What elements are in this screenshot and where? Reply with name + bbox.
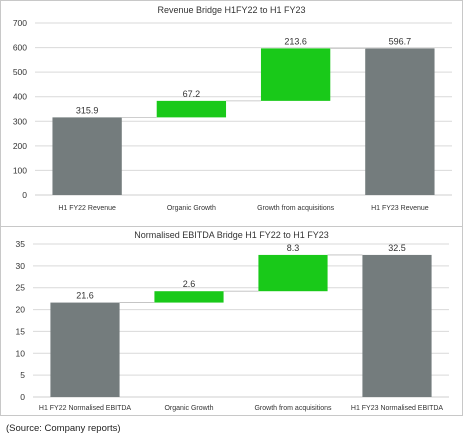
data-label: 596.7 [389,36,412,46]
x-tick-label: Organic Growth [167,205,216,212]
bar-step [154,291,224,303]
y-tick-label: 20 [16,305,26,315]
ebitda-chart-title: Normalised EBITDA Bridge H1 FY22 to H1 F… [134,230,329,240]
y-tick-label: 400 [13,92,27,102]
data-label: 67.2 [183,89,201,99]
x-tick-label: H1 FY22 Revenue [58,205,116,212]
y-tick-label: 300 [13,116,27,126]
bar-total [50,302,120,397]
y-tick-label: 25 [16,283,26,293]
data-label: 21.6 [76,291,94,301]
bar-total [362,254,432,397]
ebitda-bridge-chart: 0 5 10 15 20 25 30 35 21.6 H1 FY22 Normalised EBI… [16,239,449,412]
ebitda-bridge-panel: Normalised EBITDA Bridge H1 FY22 to H1 F… [0,226,463,416]
y-tick-label: 15 [16,326,26,336]
y-tick-label: 30 [16,261,26,271]
revenue-bridge-chart: 0 100 200 300 400 500 600 700 315.9 H1 FY22 Reven… [13,18,452,212]
bar-step [260,48,331,101]
data-label: 213.6 [284,36,307,46]
data-label: 8.3 [287,243,300,253]
y-tick-label: 0 [20,392,25,402]
bar-step [156,100,227,118]
y-tick-label: 600 [13,43,27,53]
y-tick-label: 500 [13,67,27,77]
data-label: 32.5 [388,243,406,253]
y-tick-label: 10 [16,348,26,358]
x-tick-label: H1 FY22 Normalised EBITDA [39,405,132,412]
bar-step [258,254,328,292]
y-tick-label: 700 [13,18,27,28]
x-tick-label: Organic Growth [164,405,213,412]
y-tick-label: 5 [20,370,25,380]
revenue-bridge-panel: Revenue Bridge H1FY22 to H1 FY23 0 100 200… [0,0,463,228]
data-label: 2.6 [183,279,196,289]
revenue-chart-title: Revenue Bridge H1FY22 to H1 FY23 [157,5,306,15]
x-tick-label: Growth from acquisitions [257,205,335,212]
bar-total [365,48,435,195]
data-label: 315.9 [76,105,99,115]
x-tick-label: Growth from acquisitions [254,405,332,412]
x-tick-label: H1 FY23 Normalised EBITDA [351,405,444,412]
y-tick-label: 0 [22,190,27,200]
y-tick-label: 200 [13,141,27,151]
y-tick-label: 100 [13,165,27,175]
bar-total [52,117,122,195]
x-tick-label: H1 FY23 Revenue [371,205,429,212]
y-tick-label: 35 [16,239,26,249]
source-note: (Source: Company reports) [6,423,121,434]
